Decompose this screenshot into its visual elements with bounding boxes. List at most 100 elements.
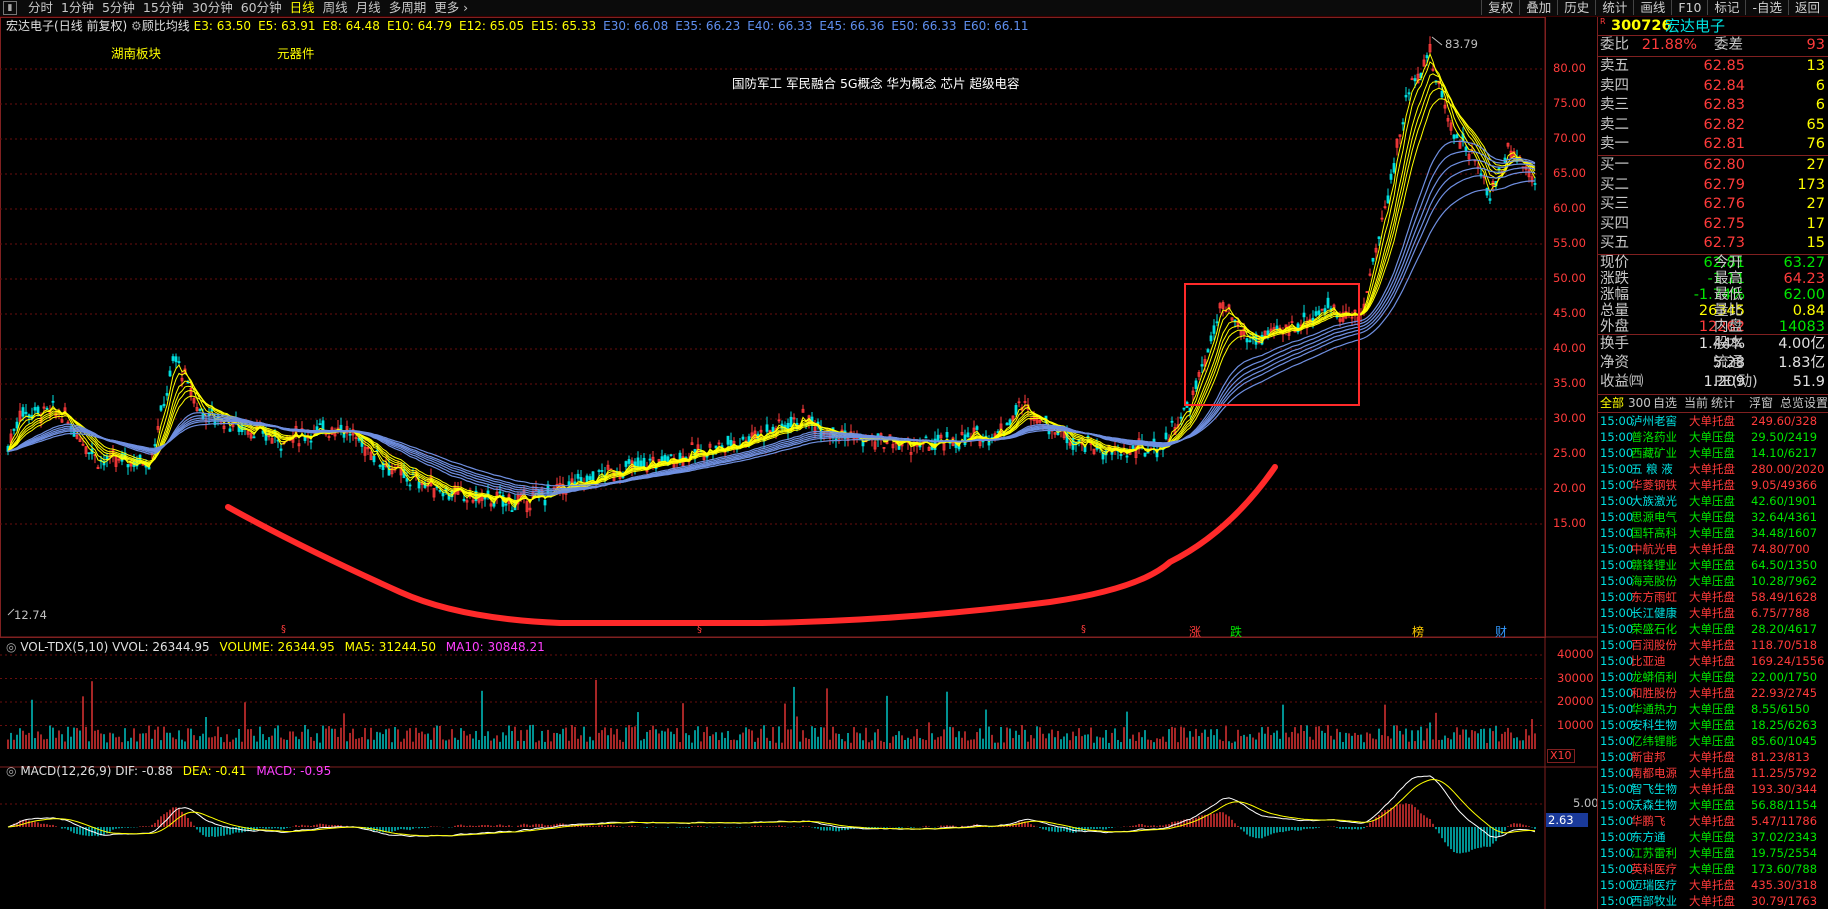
trade-row[interactable]: 15:00 赣锋锂业 大单压盘 64.50/1350 (1598, 557, 1828, 573)
period-tab[interactable]: 1分钟 (61, 0, 94, 15)
list-tab[interactable]: 设置 (1804, 396, 1828, 410)
candle-body (24, 411, 28, 414)
candle-body (297, 443, 301, 447)
candle-body (168, 370, 172, 377)
book-label: 买四 (1600, 215, 1629, 232)
trade-value: 64.50/1350 (1751, 558, 1818, 572)
list-tab[interactable]: 浮窗 (1749, 396, 1774, 410)
book-price: 62.76 (1703, 196, 1745, 212)
trade-row[interactable]: 15:00 国轩高科 大单压盘 34.48/1607 (1598, 525, 1828, 541)
trade-row[interactable]: 15:00 南都电源 大单托盘 11.25/5792 (1598, 765, 1828, 781)
stat-label: 内盘 (1714, 319, 1743, 335)
trade-row[interactable]: 15:00 华通热力 大单压盘 8.55/6150 (1598, 701, 1828, 717)
collapse-icon[interactable]: ◎ (6, 640, 17, 654)
menu-icon[interactable]: ▮ (3, 1, 17, 15)
trade-row[interactable]: 15:00 新宙邦 大单托盘 81.23/813 (1598, 749, 1828, 765)
period-tab[interactable]: 周线 (322, 0, 348, 15)
volume-unit[interactable]: X10 (1547, 749, 1575, 763)
trade-row[interactable]: 15:00 和胜股份 大单托盘 22.93/2745 (1598, 685, 1828, 701)
stat-label: 总量 (1600, 303, 1629, 319)
period-tab[interactable]: 更多 › (434, 0, 469, 15)
period-tab[interactable]: 60分钟 (240, 0, 282, 15)
trade-row[interactable]: 15:00 东方雨虹 大单托盘 58.49/1628 (1598, 589, 1828, 605)
toolbar-button[interactable]: 标记 (1707, 0, 1745, 15)
trade-row[interactable]: 15:00 比亚迪 大单托盘 169.24/1556 (1598, 653, 1828, 669)
candle-body (939, 434, 943, 439)
candle-body (1431, 68, 1435, 71)
trade-row[interactable]: 15:00 华鹏飞 大单托盘 5.47/11786 (1598, 813, 1828, 829)
ema-long-line (7, 167, 1536, 492)
trade-row[interactable]: 15:00 沃森生物 大单压盘 56.88/1154 (1598, 797, 1828, 813)
toolbar-button[interactable]: 复权 (1481, 0, 1519, 15)
period-tab[interactable]: 日线 (289, 0, 315, 15)
gear-icon[interactable]: ⚙ (131, 19, 142, 33)
toolbar-button[interactable]: 统计 (1595, 0, 1633, 15)
period-tab[interactable]: 5分钟 (101, 0, 135, 15)
trade-row[interactable]: 15:00 荣盛石化 大单压盘 28.20/4617 (1598, 621, 1828, 637)
trade-row[interactable]: 15:00 中航光电 大单托盘 74.80/700 (1598, 541, 1828, 557)
trade-row[interactable]: 15:00 英科医疗 大单压盘 173.60/788 (1598, 861, 1828, 877)
candle-body (924, 436, 928, 439)
trade-row[interactable]: 15:00 迈瑞医疗 大单托盘 435.30/318 (1598, 877, 1828, 893)
sector-tag-2[interactable]: 元器件 (277, 46, 315, 61)
trade-row[interactable]: 15:00 亿纬锂能 大单压盘 85.60/1045 (1598, 733, 1828, 749)
book-price: 62.84 (1703, 77, 1745, 94)
collapse-icon[interactable]: ◎ (6, 764, 17, 778)
indicator-name[interactable]: 顾比均线 (141, 19, 190, 33)
candle-body (792, 417, 796, 420)
trade-row[interactable]: 15:00 华菱钢铁 大单托盘 9.05/49366 (1598, 477, 1828, 493)
candle-body (1197, 372, 1201, 377)
trade-row[interactable]: 15:00 龙蟒佰利 大单压盘 22.00/1750 (1598, 669, 1828, 685)
list-tab[interactable]: 总览 (1780, 396, 1805, 410)
period-tab[interactable]: 30分钟 (191, 0, 233, 15)
toolbar-button[interactable]: -自选 (1745, 0, 1788, 15)
toolbar-button[interactable]: F10 (1671, 0, 1707, 15)
toolbar-button[interactable]: 画线 (1633, 0, 1671, 15)
book-price: 62.85 (1703, 58, 1745, 74)
trade-row[interactable]: 15:00 大族激光 大单压盘 42.60/1901 (1598, 493, 1828, 509)
list-tab[interactable]: 300 (1628, 396, 1651, 410)
trade-row[interactable]: 15:00 百润股份 大单托盘 118.70/518 (1598, 637, 1828, 653)
period-tab[interactable]: 15分钟 (142, 0, 184, 15)
trade-type: 大单压盘 (1689, 510, 1735, 524)
event-marker[interactable]: 涨 (1189, 625, 1202, 639)
event-marker[interactable]: 财 (1495, 625, 1508, 639)
trade-row[interactable]: 15:00 西部牧业 大单托盘 30.79/1763 (1598, 893, 1828, 909)
sector-tag-1[interactable]: 湖南板块 (111, 46, 162, 61)
list-tab[interactable]: 统计 (1711, 396, 1736, 410)
trade-row[interactable]: 15:00 长江健康 大单托盘 6.75/7788 (1598, 605, 1828, 621)
trade-row[interactable]: 15:00 普洛药业 大单压盘 29.50/2419 (1598, 429, 1828, 445)
toolbar-button[interactable]: 历史 (1557, 0, 1595, 15)
volume-grid (0, 654, 1545, 726)
event-marker[interactable]: 跌 (1230, 625, 1243, 639)
trade-row[interactable]: 15:00 江苏雷利 大单压盘 19.75/2554 (1598, 845, 1828, 861)
trade-row[interactable]: 15:00 泸州老窖 大单托盘 249.60/328 (1598, 413, 1828, 429)
vol-indicator-name[interactable]: VOL-TDX(5,10) (20, 640, 109, 654)
trade-row[interactable]: 15:00 思源电气 大单压盘 32.64/4361 (1598, 509, 1828, 525)
period-tab[interactable]: 分时 (28, 0, 54, 15)
trade-row[interactable]: 15:00 海亮股份 大单压盘 10.28/7962 (1598, 573, 1828, 589)
list-tab[interactable]: 全部 (1600, 396, 1625, 410)
volume-tick: 30000 (1557, 670, 1594, 685)
period-tab[interactable]: 多周期 (388, 0, 427, 15)
event-marker[interactable]: 榜 (1412, 625, 1425, 639)
trade-row[interactable]: 15:00 西藏矿业 大单压盘 14.10/6217 (1598, 445, 1828, 461)
candle-body (279, 448, 283, 451)
trade-type: 大单压盘 (1689, 846, 1735, 860)
macd-indicator-name[interactable]: MACD(12,26,9) (20, 764, 112, 778)
trade-row[interactable]: 15:00 五 粮 液 大单托盘 280.00/2020 (1598, 461, 1828, 477)
trade-row[interactable]: 15:00 东方通 大单压盘 37.02/2343 (1598, 829, 1828, 845)
trade-row[interactable]: 15:00 智飞生物 大单托盘 193.30/344 (1598, 781, 1828, 797)
trade-type: 大单压盘 (1689, 798, 1735, 812)
candle-body (1455, 134, 1459, 139)
kline-chart[interactable] (0, 17, 1597, 909)
toolbar-button[interactable]: 返回 (1787, 0, 1826, 15)
trade-type: 大单压盘 (1689, 670, 1735, 684)
period-tab[interactable]: 月线 (355, 0, 381, 15)
candle-body (636, 457, 640, 468)
toolbar-button[interactable]: 叠加 (1519, 0, 1557, 15)
list-tab[interactable]: 自选 (1653, 396, 1678, 410)
book-price: 62.80 (1703, 157, 1745, 173)
list-tab[interactable]: 当前 (1684, 396, 1709, 410)
trade-row[interactable]: 15:00 安科生物 大单压盘 18.25/6263 (1598, 717, 1828, 733)
